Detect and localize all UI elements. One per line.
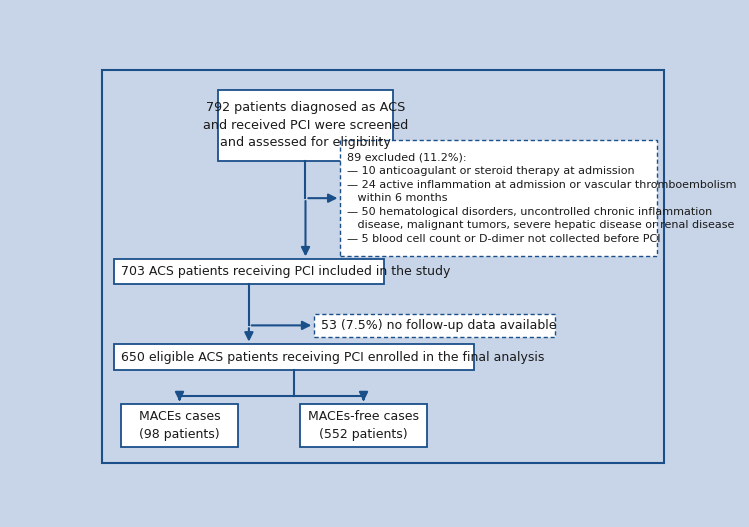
Text: 792 patients diagnosed as ACS
and received PCI were screened
and assessed for el: 792 patients diagnosed as ACS and receiv… <box>203 101 408 149</box>
Text: MACEs cases
(98 patients): MACEs cases (98 patients) <box>139 410 220 441</box>
Text: 89 excluded (11.2%):
— 10 anticoagulant or steroid therapy at admission
— 24 act: 89 excluded (11.2%): — 10 anticoagulant … <box>348 152 737 244</box>
FancyBboxPatch shape <box>114 259 383 285</box>
FancyBboxPatch shape <box>114 345 474 369</box>
FancyBboxPatch shape <box>121 404 237 447</box>
FancyBboxPatch shape <box>300 404 428 447</box>
Text: 53 (7.5%) no follow-up data available: 53 (7.5%) no follow-up data available <box>321 319 557 332</box>
Text: 650 eligible ACS patients receiving PCI enrolled in the final analysis: 650 eligible ACS patients receiving PCI … <box>121 350 545 364</box>
FancyBboxPatch shape <box>315 314 555 337</box>
Text: MACEs-free cases
(552 patients): MACEs-free cases (552 patients) <box>308 410 419 441</box>
FancyBboxPatch shape <box>219 90 392 161</box>
FancyBboxPatch shape <box>103 70 664 463</box>
Text: 703 ACS patients receiving PCI included in the study: 703 ACS patients receiving PCI included … <box>121 265 450 278</box>
FancyBboxPatch shape <box>340 140 657 256</box>
